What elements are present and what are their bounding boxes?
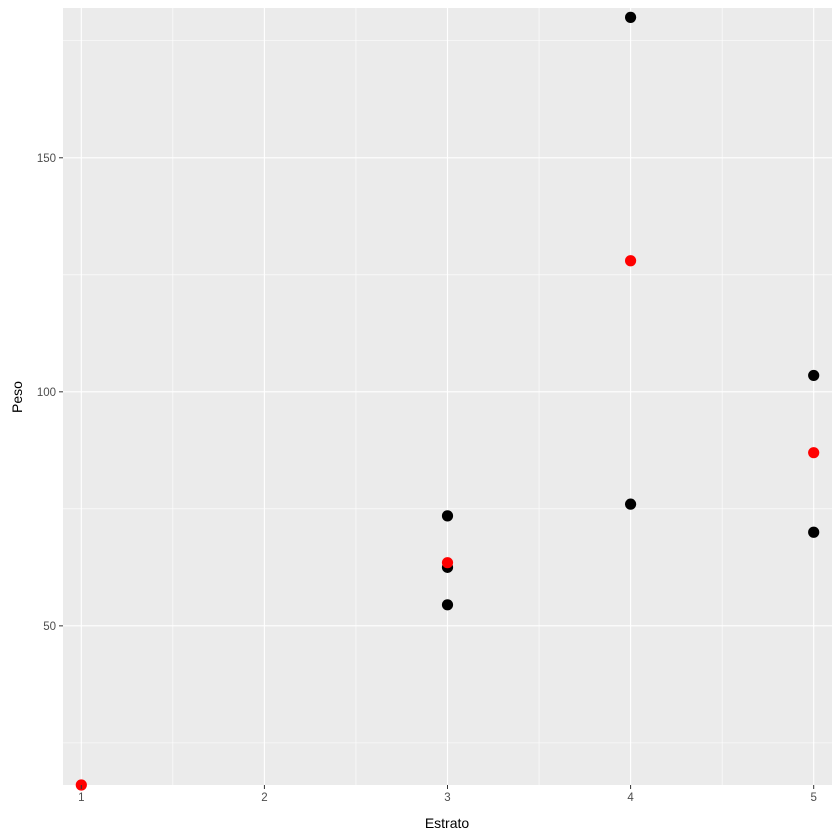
data-point-red bbox=[624, 255, 637, 267]
x-axis-ticks: 1 2 3 4 5 bbox=[78, 785, 817, 804]
data-point-black bbox=[624, 498, 637, 510]
data-point-black bbox=[441, 599, 454, 611]
x-tick-label: 2 bbox=[261, 792, 267, 804]
data-point-black bbox=[624, 11, 637, 23]
data-point-black bbox=[441, 510, 454, 522]
data-points bbox=[75, 11, 820, 791]
y-axis-title: Peso bbox=[9, 381, 25, 413]
data-point-red bbox=[808, 447, 820, 459]
data-point-black bbox=[808, 369, 820, 382]
x-tick-label: 5 bbox=[810, 792, 816, 804]
y-tick-label: 50 bbox=[43, 621, 56, 633]
x-axis-title: Estrato bbox=[425, 815, 470, 831]
data-point-red bbox=[441, 557, 454, 569]
y-tick-label: 150 bbox=[37, 153, 56, 165]
x-tick-label: 3 bbox=[444, 792, 450, 804]
x-tick-label: 1 bbox=[78, 792, 84, 804]
y-axis-ticks: 50 100 150 bbox=[37, 153, 63, 633]
major-gridlines bbox=[63, 8, 832, 785]
y-tick-label: 100 bbox=[37, 387, 56, 399]
data-point-black bbox=[808, 526, 820, 538]
x-tick-label: 4 bbox=[627, 792, 634, 804]
